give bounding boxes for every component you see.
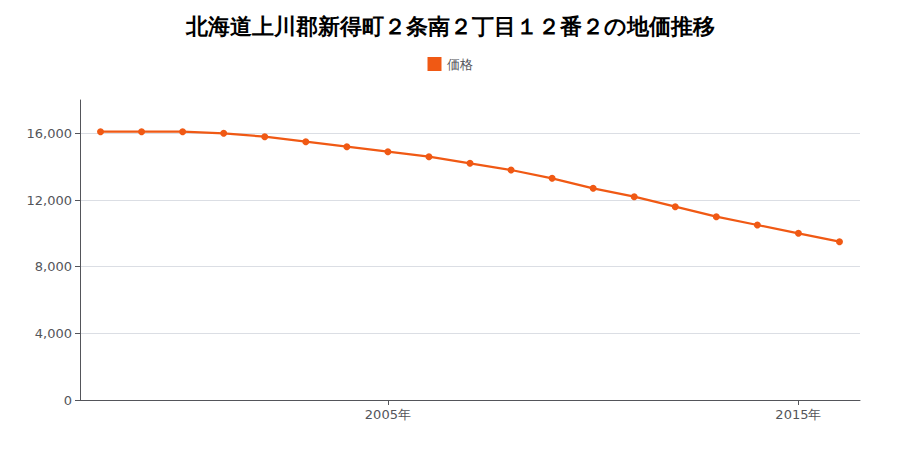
svg-text:4,000: 4,000 bbox=[35, 326, 72, 341]
svg-text:2005年: 2005年 bbox=[365, 407, 411, 422]
svg-text:北海道上川郡新得町２条南２丁目１２番２の地価推移: 北海道上川郡新得町２条南２丁目１２番２の地価推移 bbox=[185, 14, 715, 39]
svg-text:16,000: 16,000 bbox=[27, 126, 73, 141]
svg-text:2015年: 2015年 bbox=[775, 407, 821, 422]
svg-text:0: 0 bbox=[64, 393, 72, 408]
svg-text:8,000: 8,000 bbox=[35, 259, 72, 274]
svg-text:12,000: 12,000 bbox=[27, 193, 73, 208]
svg-text:価格: 価格 bbox=[447, 57, 473, 72]
